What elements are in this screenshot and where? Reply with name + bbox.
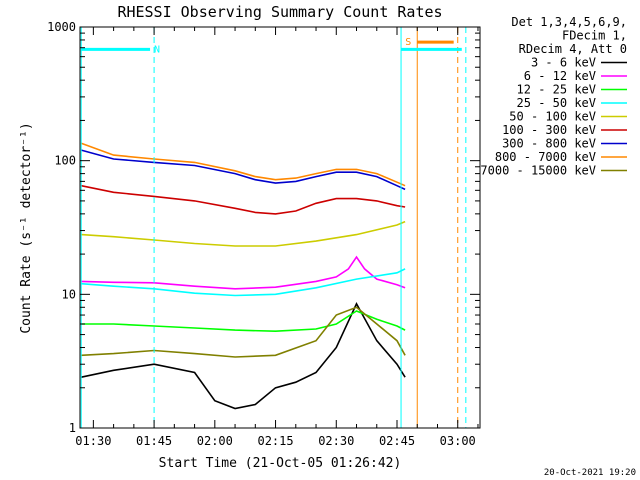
series-line-8: [81, 306, 406, 358]
series-line-4: [81, 220, 406, 247]
y-tick-label-3: 1000: [47, 20, 76, 34]
x-tick-label-5: 02:45: [379, 434, 415, 448]
series-line-2: [81, 310, 406, 333]
marker-label-0: N: [154, 44, 160, 55]
x-tick-label-0: 01:30: [75, 434, 111, 448]
y-tick-label-2: 100: [54, 154, 76, 168]
legend-info-line-0: Det 1,3,4,5,6,9,: [511, 15, 627, 29]
x-tick-label-4: 02:30: [318, 434, 354, 448]
legend-label-2: 12 - 25 keV: [517, 83, 596, 97]
legend-label-8: 7000 - 15000 keV: [480, 164, 596, 178]
x-tick-label-1: 01:45: [136, 434, 172, 448]
legend: Det 1,3,4,5,6,9,FDecim 1,RDecim 4, Att 0…: [480, 15, 627, 178]
legend-label-0: 3 - 6 keV: [531, 56, 596, 70]
marker-layer: NS: [80, 27, 467, 428]
plot-frame: [79, 26, 481, 429]
series-line-7: [80, 142, 406, 187]
x-tick-label-6: 03:00: [440, 434, 476, 448]
axis-layer: 1 10 100 1000 01:30 01:45 02:00 02:15 02:30 02:45…: [47, 20, 480, 448]
series-line-5: [81, 184, 406, 215]
y-axis-label: Count Rate (s⁻¹ detector⁻¹): [19, 122, 34, 333]
y-tick-label-0: 1: [69, 421, 76, 435]
legend-label-3: 25 - 50 keV: [517, 96, 596, 110]
legend-info-line-2: RDecim 4, Att 0: [519, 42, 627, 56]
legend-label-1: 6 - 12 keV: [524, 69, 596, 83]
legend-label-4: 50 - 100 keV: [509, 110, 596, 124]
chart-title: RHESSI Observing Summary Count Rates: [117, 3, 442, 21]
legend-label-6: 300 - 800 keV: [502, 137, 596, 151]
legend-label-5: 100 - 300 keV: [502, 123, 596, 137]
date-stamp: 20-Oct-2021 19:20: [544, 468, 636, 478]
y-tick-label-1: 10: [62, 287, 76, 301]
x-axis-label: Start Time (21-Oct-05 01:26:42): [159, 456, 402, 471]
series-line-3: [81, 268, 406, 297]
marker-label-1: S: [405, 37, 411, 48]
legend-label-7: 800 - 7000 keV: [495, 150, 596, 164]
series-layer: [80, 142, 406, 410]
series-line-0: [81, 302, 406, 410]
legend-info-line-1: FDecim 1,: [562, 29, 627, 43]
series-line-6: [80, 149, 406, 191]
x-tick-label-3: 02:15: [257, 434, 293, 448]
series-line-1: [81, 255, 406, 290]
x-tick-label-2: 02:00: [197, 434, 233, 448]
